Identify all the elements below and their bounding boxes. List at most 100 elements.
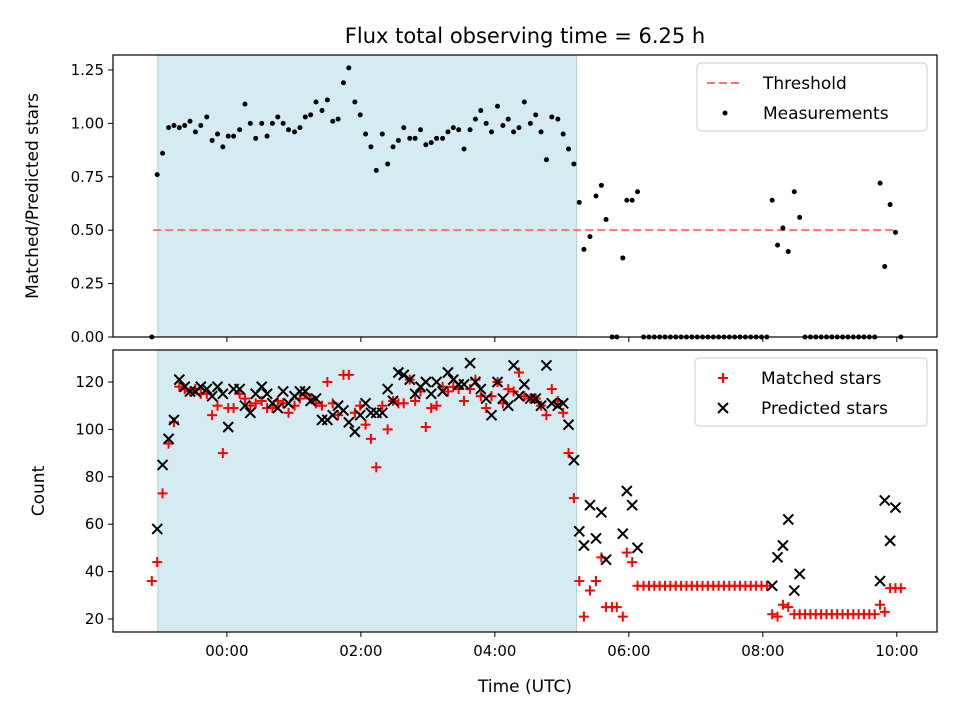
measurement-point — [368, 144, 374, 150]
matched-point — [322, 376, 333, 387]
bottom-y-tick-label: 40 — [85, 563, 104, 581]
legend-box — [694, 357, 928, 427]
predicted-point — [222, 421, 234, 433]
measurement-point — [182, 123, 188, 128]
measurement-point — [566, 146, 572, 152]
predicted-point — [491, 376, 504, 388]
predicted-point — [156, 459, 169, 471]
measurement-point — [560, 131, 566, 137]
predicted-point — [562, 418, 575, 431]
measurement-point — [527, 120, 533, 126]
top-legend: Threshold Measurements — [696, 62, 928, 132]
predicted-point — [349, 426, 361, 438]
measurement-point — [253, 135, 259, 141]
measurement-point — [775, 242, 781, 248]
matched-point — [611, 602, 622, 613]
matched-point — [343, 369, 354, 380]
matched-point — [360, 419, 371, 430]
matched-stars-series — [146, 367, 906, 622]
predicted-point — [261, 388, 273, 400]
measurement-point — [297, 125, 303, 131]
matched-point — [465, 384, 476, 395]
predicted-point — [442, 366, 454, 379]
measurement-point — [603, 217, 609, 222]
predicted-point — [162, 433, 175, 445]
predicted-point — [590, 532, 602, 545]
matched-point — [442, 386, 453, 397]
measurement-point — [797, 214, 803, 220]
measurement-point — [313, 99, 319, 105]
measurement-point — [587, 234, 593, 240]
bottom-y-axis-label: Count — [29, 465, 49, 516]
predicted-point — [766, 580, 778, 592]
matched-point — [371, 462, 382, 473]
measurement-point — [412, 135, 418, 141]
legend-measurement-handle — [722, 110, 728, 116]
legend-predicted-handle — [717, 402, 729, 414]
measurement-point — [555, 116, 561, 122]
predicted-point — [206, 390, 218, 402]
legend-label: Matched stars — [761, 369, 881, 389]
measurement-point — [352, 99, 358, 105]
top-y-tick-label: 1.00 — [71, 114, 104, 132]
predicted-point — [173, 373, 186, 386]
measurement-point — [598, 182, 604, 188]
bottom-y-tick-label: 80 — [85, 468, 104, 486]
predicted-point — [475, 383, 487, 395]
predicted-point — [557, 397, 569, 410]
matched-point — [591, 576, 602, 587]
legend-matched-handle — [718, 373, 728, 383]
measurement-point — [292, 129, 298, 135]
measurement-point — [456, 127, 462, 133]
predicted-point — [151, 523, 163, 535]
matched-point — [278, 398, 289, 409]
measurement-point — [204, 114, 210, 120]
measurement-point — [877, 180, 883, 186]
legend-label: Predicted stars — [761, 399, 888, 419]
top-axes-frame — [112, 54, 938, 338]
measurement-point — [340, 80, 346, 86]
predicted-point — [239, 399, 251, 412]
predicted-point — [464, 357, 476, 369]
predicted-point — [788, 584, 801, 597]
measurement-point — [620, 255, 626, 261]
measurements-series — [149, 65, 904, 340]
predicted-point — [195, 381, 207, 393]
measurement-point — [166, 125, 172, 131]
predicted-point — [535, 399, 547, 412]
top-y-tick-label: 0.75 — [71, 168, 104, 186]
predicted-point — [530, 392, 542, 405]
measurement-point — [629, 197, 635, 203]
measurement-point — [440, 135, 446, 141]
predicted-point — [425, 388, 437, 400]
matched-point — [174, 381, 185, 392]
measurement-point — [198, 123, 204, 128]
bottom-panel: 00:00 02:00 04:00 06:00 08:00 10:00 20 40 60 80 10… — [29, 349, 938, 660]
predicted-point — [436, 385, 449, 398]
measurement-point — [505, 116, 511, 122]
predicted-point — [387, 395, 399, 407]
matched-point — [481, 403, 492, 414]
measurement-point — [538, 129, 544, 135]
x-tick-label: 04:00 — [473, 642, 516, 660]
measurement-point — [160, 150, 166, 156]
matched-point — [212, 400, 223, 411]
measurement-point — [385, 161, 391, 167]
measurement-point — [280, 120, 286, 126]
matched-point — [578, 611, 589, 622]
legend-label: Measurements — [763, 104, 889, 124]
measurement-point — [286, 127, 292, 133]
predicted-point — [168, 414, 180, 426]
predicted-point — [889, 501, 902, 514]
matched-point — [398, 398, 409, 409]
measurement-point — [237, 127, 243, 133]
measurement-point — [192, 129, 198, 135]
top-y-tick-label: 0.00 — [71, 328, 104, 346]
matched-point — [333, 410, 344, 421]
predicted-point — [884, 535, 896, 547]
measurement-point — [423, 142, 429, 148]
matched-point — [207, 410, 218, 421]
x-tick-label: 10:00 — [875, 642, 918, 660]
predicted-point — [277, 385, 289, 398]
